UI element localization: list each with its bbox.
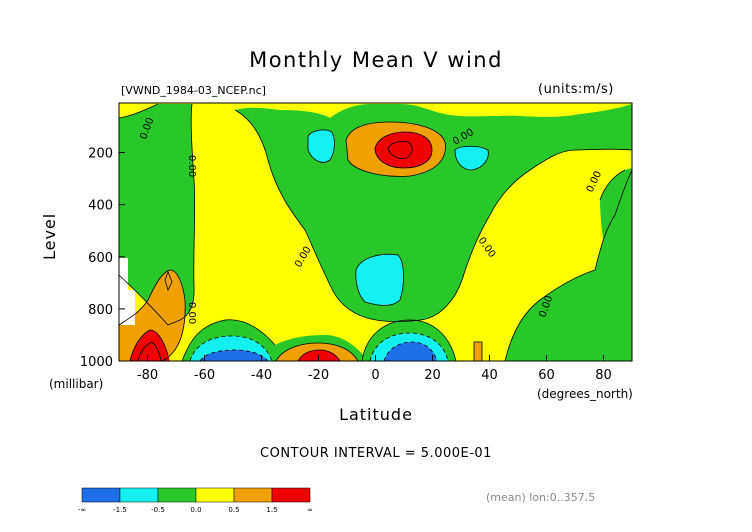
colorbar-swatch (81, 487, 121, 503)
colorbar-level-label: -∞ (78, 506, 86, 514)
contour-line (119, 103, 196, 326)
x-axis-title: Latitude (339, 405, 413, 424)
y-tick-label: 600 (88, 251, 113, 266)
green-region-east-sliver (600, 168, 632, 275)
y-axis-title: Level (40, 212, 59, 260)
missing-data-area (119, 258, 135, 325)
colorbar-swatch (157, 487, 197, 503)
contour-line-negative (383, 341, 438, 361)
green-region-west (119, 104, 195, 325)
y-axis-units: (millibar) (49, 377, 104, 391)
colorbar-level-label: 0.0 (190, 506, 201, 514)
contour-line (473, 341, 483, 361)
orange-strip (474, 342, 482, 361)
x-tick-label: 20 (424, 368, 441, 383)
colorbar-level-label: -1.5 (113, 506, 127, 514)
green-region-center (235, 104, 632, 322)
contour-fill (119, 103, 632, 361)
contour-line (599, 169, 626, 201)
cyan-region-east (455, 146, 489, 170)
dataset-label: [VWND_1984-03_NCEP.nc] (121, 84, 266, 97)
x-tick-label: 0 (371, 368, 379, 383)
contour-line (137, 341, 162, 361)
colorbar-level-label: 1.5 (266, 506, 277, 514)
cyan-region-mid (355, 254, 404, 306)
contour-interval: CONTOUR INTERVAL = 5.000E-01 (260, 446, 492, 461)
red-region-southwest (130, 330, 170, 361)
colorbar-swatch (271, 487, 311, 503)
colorbar-swatch (119, 487, 159, 503)
contour-line (234, 109, 632, 323)
colorbar-swatch (195, 487, 235, 503)
blue-region-south-west (200, 350, 268, 361)
contour-label: 0.00 (186, 155, 197, 177)
contour-line (119, 103, 159, 119)
y-axis: 200 400 600 800 1000 (80, 147, 125, 370)
contour-line (355, 253, 404, 306)
orange-region-west (119, 270, 186, 361)
x-tick-label: 60 (538, 368, 555, 383)
cyan-region-upper (308, 129, 335, 163)
contour-line (345, 121, 446, 177)
colorbar-level-label: ∞ (307, 506, 313, 514)
colorbar: -∞ -1.5 -0.5 0.0 0.5 1.5 ∞ (78, 487, 313, 514)
contour-line-negative (189, 335, 273, 361)
x-tick-label: 80 (595, 368, 612, 383)
contour-line (361, 319, 457, 361)
contour-line (504, 169, 632, 361)
x-axis: -80 -60 -40 -20 0 20 40 60 80 (137, 355, 612, 383)
contour-line (387, 140, 413, 159)
x-tick-label: -80 (137, 368, 158, 383)
contour-label: 0.00 (186, 302, 197, 324)
contour-line (374, 131, 433, 169)
contour-line (164, 270, 173, 292)
contour-line (297, 349, 341, 361)
footer-note: (mean) lon:0..357.5 (486, 491, 596, 504)
x-axis-units: (degrees_north) (537, 387, 633, 401)
units-label: (units:m/s) (538, 82, 614, 97)
colorbar-swatch (233, 487, 273, 503)
contour-line (275, 342, 359, 361)
contour-line (119, 269, 186, 361)
x-tick-label: 40 (481, 368, 498, 383)
colorbar-level-label: -0.5 (151, 506, 165, 514)
x-tick-label: -40 (251, 368, 272, 383)
contour-line-negative (369, 332, 449, 361)
y-tick-label: 1000 (80, 355, 113, 370)
x-tick-label: -60 (194, 368, 215, 383)
contour-line (181, 319, 276, 361)
y-tick-label: 400 (88, 199, 113, 214)
y-tick-label: 800 (88, 303, 113, 318)
colorbar-level-label: 0.5 (228, 506, 239, 514)
chart-title: Monthly Mean V wind (249, 48, 503, 72)
red-region-upper (375, 132, 432, 168)
y-tick-label: 200 (88, 147, 113, 162)
contour-line (454, 145, 489, 171)
x-tick-label: -20 (308, 368, 329, 383)
green-region-east-lower (505, 170, 632, 361)
blue-region-south-center (384, 342, 437, 361)
contour-line (307, 129, 335, 163)
contour-line (129, 329, 169, 361)
